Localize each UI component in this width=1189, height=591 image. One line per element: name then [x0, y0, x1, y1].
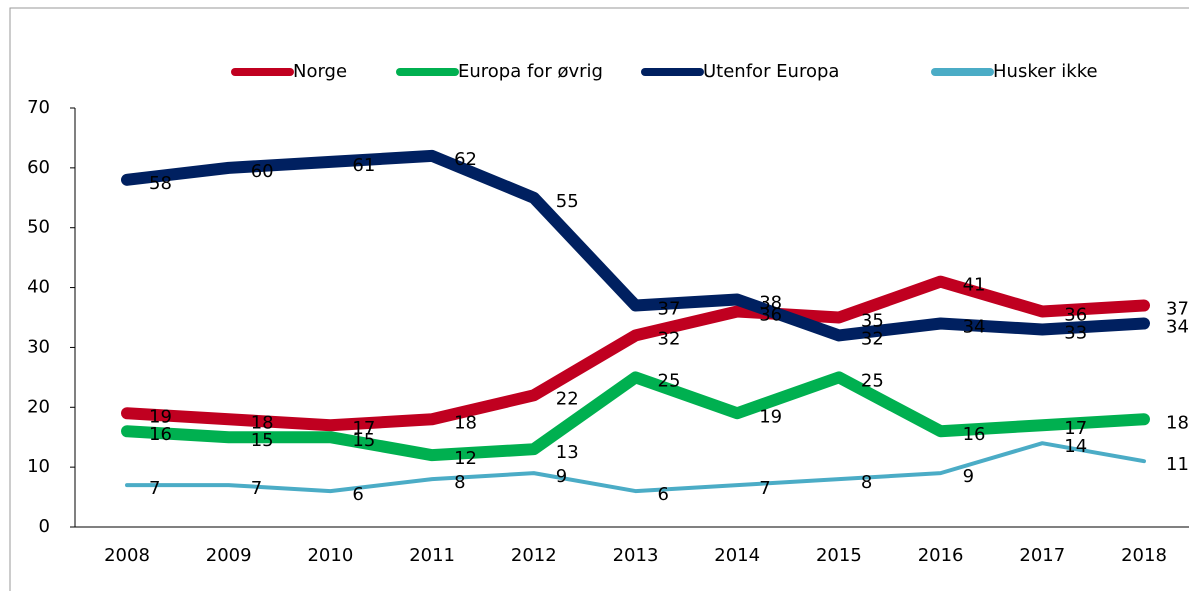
data-label: 36 — [759, 305, 782, 326]
data-label: 17 — [1064, 418, 1087, 439]
data-label: 58 — [149, 173, 172, 194]
x-tick-label: 2010 — [307, 545, 353, 566]
data-label: 25 — [861, 370, 884, 391]
y-tick-label: 40 — [27, 277, 50, 298]
data-label: 19 — [149, 406, 172, 427]
data-label: 35 — [861, 311, 884, 332]
y-tick-label: 20 — [27, 396, 50, 417]
data-label: 7 — [149, 478, 160, 499]
data-label: 8 — [861, 472, 872, 493]
legend-label: Husker ikke — [993, 61, 1098, 82]
data-label: 16 — [963, 424, 986, 445]
data-label: 60 — [251, 161, 274, 182]
x-tick-label: 2011 — [409, 545, 455, 566]
data-label: 36 — [1064, 305, 1087, 326]
data-label: 17 — [352, 418, 375, 439]
data-label: 11 — [1166, 454, 1189, 475]
y-tick-label: 30 — [27, 336, 50, 357]
data-label: 7 — [759, 478, 770, 499]
data-label: 9 — [963, 466, 974, 487]
data-label: 16 — [149, 424, 172, 445]
data-label: 18 — [251, 412, 274, 433]
data-label: 8 — [454, 472, 465, 493]
y-tick-label: 50 — [27, 217, 50, 238]
data-label: 12 — [454, 448, 477, 469]
series-line — [121, 275, 1150, 432]
data-label: 32 — [861, 328, 884, 349]
series-line — [121, 371, 1150, 462]
data-label: 34 — [1166, 316, 1189, 337]
x-tick-label: 2013 — [613, 545, 659, 566]
x-tick-label: 2014 — [714, 545, 760, 566]
data-label: 34 — [963, 316, 986, 337]
x-tick-label: 2008 — [104, 545, 150, 566]
data-label: 19 — [759, 406, 782, 427]
data-label: 22 — [556, 388, 579, 409]
x-tick-label: 2015 — [816, 545, 862, 566]
data-label: 15 — [251, 430, 274, 451]
legend-label: Utenfor Europa — [703, 61, 839, 82]
y-tick-label: 70 — [27, 97, 50, 118]
data-label: 7 — [251, 478, 262, 499]
data-label: 6 — [352, 484, 363, 505]
x-tick-label: 2018 — [1121, 545, 1167, 566]
data-label: 9 — [556, 466, 567, 487]
x-tick-label: 2009 — [206, 545, 252, 566]
data-label: 55 — [556, 191, 579, 212]
data-label: 33 — [1064, 322, 1087, 343]
chart-border — [9, 7, 1189, 591]
data-label: 6 — [658, 484, 669, 505]
data-label: 25 — [658, 370, 681, 391]
legend-label: Norge — [293, 61, 347, 82]
data-label: 41 — [963, 275, 986, 296]
data-label: 61 — [352, 155, 375, 176]
y-tick-label: 0 — [39, 516, 50, 537]
data-label: 13 — [556, 442, 579, 463]
data-label: 18 — [1166, 412, 1189, 433]
series-line — [125, 441, 1146, 494]
x-tick-label: 2016 — [918, 545, 964, 566]
data-label: 18 — [454, 412, 477, 433]
data-label: 15 — [352, 430, 375, 451]
y-tick-label: 10 — [27, 456, 50, 477]
legend-label: Europa for øvrig — [458, 61, 603, 82]
data-label: 37 — [658, 299, 681, 320]
data-label: 38 — [759, 293, 782, 314]
series-line — [121, 149, 1150, 342]
x-tick-label: 2017 — [1019, 545, 1065, 566]
data-label: 32 — [658, 328, 681, 349]
data-label: 37 — [1166, 299, 1189, 320]
x-tick-label: 2012 — [511, 545, 557, 566]
data-label: 62 — [454, 149, 477, 170]
y-tick-label: 60 — [27, 157, 50, 178]
data-label: 14 — [1064, 436, 1087, 457]
